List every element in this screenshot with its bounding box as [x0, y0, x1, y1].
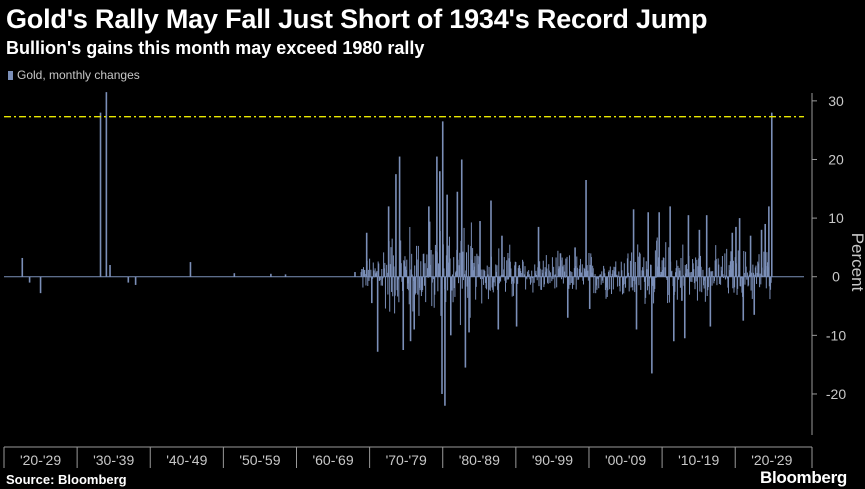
y-tick-label: -20: [826, 386, 846, 402]
y-tick-label: 20: [828, 151, 844, 167]
x-tick-label: '80-'89: [459, 452, 500, 468]
x-tick-label: '20-'29: [20, 452, 61, 468]
x-tick-label: '20-'29: [751, 452, 792, 468]
chart-plot: -20 -10 0 10 20 30 Percent '20-'29 '30-'39 '40-'4…: [3, 92, 865, 468]
x-tick-label: '30-'39: [93, 452, 134, 468]
legend: Gold, monthly changes: [8, 68, 140, 82]
x-tick-label: '90-'99: [532, 452, 573, 468]
x-tick-label: '50-'59: [239, 452, 280, 468]
legend-swatch: [8, 70, 13, 80]
x-tick-label: '10-'19: [678, 452, 719, 468]
x-tick-label: '70-'79: [386, 452, 427, 468]
x-tick-label: '60-'69: [312, 452, 353, 468]
y-tick-label: -10: [826, 327, 846, 343]
y-axis-title: Percent: [848, 233, 865, 292]
legend-label: Gold, monthly changes: [17, 68, 140, 82]
chart-subtitle: Bullion's gains this month may exceed 19…: [6, 38, 425, 58]
bloomberg-logo: Bloomberg: [759, 468, 847, 487]
x-tick-label: '00-'09: [605, 452, 646, 468]
chart-title: Gold's Rally May Fall Just Short of 1934…: [6, 4, 708, 34]
y-tick-label: 0: [832, 269, 840, 285]
x-tick-label: '40-'49: [166, 452, 207, 468]
source-note: Source: Bloomberg: [6, 472, 127, 487]
y-tick-label: 30: [828, 93, 844, 109]
y-tick-label: 10: [828, 210, 844, 226]
